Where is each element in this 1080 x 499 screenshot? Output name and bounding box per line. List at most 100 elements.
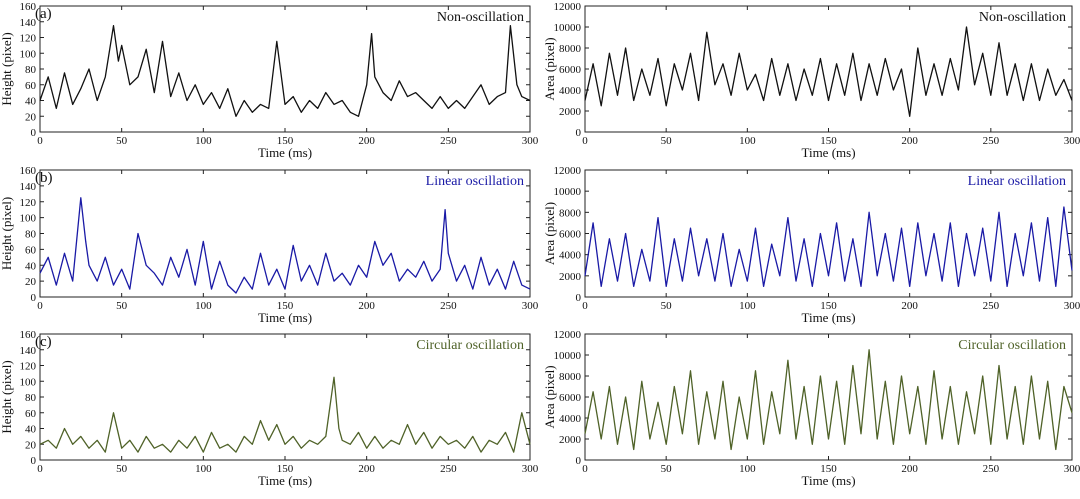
y-tick-label: 120	[20, 197, 37, 209]
y-tick-label: 40	[25, 424, 37, 436]
x-tick-label: 100	[195, 463, 212, 475]
series-label: Non-oscillation	[979, 10, 1066, 25]
y-tick-label: 6000	[559, 64, 582, 76]
x-tick-label: 0	[37, 135, 43, 147]
x-tick-label: 100	[739, 463, 756, 475]
x-tick-label: 50	[661, 300, 673, 312]
series-label: Circular oscillation	[416, 338, 524, 353]
x-tick-label: 300	[1064, 135, 1080, 147]
y-tick-label: 0	[576, 455, 582, 467]
x-tick-label: 150	[820, 463, 837, 475]
x-tick-label: 200	[901, 135, 918, 147]
x-tick-label: 250	[440, 463, 457, 475]
series-label: Linear oscillation	[968, 174, 1066, 189]
y-tick-label: 20	[25, 111, 37, 123]
y-tick-label: 4000	[559, 413, 582, 425]
plot-frame	[584, 5, 1073, 133]
series-label: Linear oscillation	[426, 174, 524, 189]
series-line	[39, 197, 531, 294]
x-tick-label: 300	[522, 300, 539, 312]
y-tick-label: 80	[25, 392, 37, 404]
x-tick-label: 250	[983, 300, 1000, 312]
y-tick-label: 100	[20, 213, 37, 225]
x-tick-label: 50	[116, 300, 128, 312]
x-tick-label: 300	[1064, 300, 1080, 312]
series-line	[39, 25, 531, 117]
x-axis-label: Time (ms)	[801, 145, 855, 160]
series-label: Non-oscillation	[437, 10, 524, 25]
plot-frame	[39, 169, 531, 298]
x-axis-label: Time (ms)	[258, 473, 312, 488]
plot-frame	[584, 169, 1073, 298]
y-tick-label: 4000	[559, 85, 582, 97]
y-tick-label: 20	[25, 276, 37, 288]
x-tick-label: 50	[116, 463, 128, 475]
x-tick-label: 250	[440, 300, 457, 312]
x-tick-label: 0	[37, 300, 43, 312]
x-tick-label: 100	[195, 135, 212, 147]
panel-letter: (a)	[35, 6, 52, 22]
x-tick-label: 150	[820, 135, 837, 147]
panel-letter: (c)	[35, 334, 52, 350]
y-axis-label: Area (pixel)	[542, 365, 557, 428]
x-tick-label: 250	[983, 463, 1000, 475]
x-tick-label: 150	[820, 300, 837, 312]
y-tick-label: 60	[25, 244, 37, 256]
y-tick-label: 60	[25, 408, 37, 420]
y-tick-label: 2000	[559, 434, 582, 446]
y-tick-label: 10000	[554, 22, 582, 34]
x-tick-label: 0	[582, 300, 588, 312]
x-tick-label: 200	[358, 135, 375, 147]
x-tick-label: 150	[277, 135, 294, 147]
y-tick-label: 0	[31, 292, 37, 304]
y-axis-label: Height (pixel)	[0, 360, 14, 433]
x-tick-label: 250	[983, 135, 1000, 147]
y-tick-label: 4000	[559, 250, 582, 262]
y-axis-label: Area (pixel)	[542, 202, 557, 265]
y-tick-label: 160	[20, 1, 37, 13]
x-tick-label: 300	[522, 135, 539, 147]
y-tick-label: 0	[576, 292, 582, 304]
y-tick-label: 140	[20, 181, 37, 193]
x-tick-label: 100	[739, 300, 756, 312]
y-axis-label: Height (pixel)	[0, 197, 14, 270]
y-tick-label: 8000	[559, 43, 582, 55]
x-tick-label: 150	[277, 300, 294, 312]
y-tick-label: 60	[25, 80, 37, 92]
x-tick-label: 300	[522, 463, 539, 475]
y-tick-label: 0	[576, 127, 582, 139]
y-tick-label: 0	[31, 455, 37, 467]
x-tick-label: 50	[661, 463, 673, 475]
y-tick-label: 10000	[554, 350, 582, 362]
x-tick-label: 200	[901, 463, 918, 475]
x-tick-label: 250	[440, 135, 457, 147]
x-axis-label: Time (ms)	[801, 473, 855, 488]
y-tick-label: 12000	[554, 329, 582, 341]
y-tick-label: 6000	[559, 392, 582, 404]
x-tick-label: 0	[582, 463, 588, 475]
series-label: Circular oscillation	[958, 338, 1066, 353]
y-tick-label: 2000	[559, 106, 582, 118]
y-tick-label: 140	[20, 17, 37, 29]
y-tick-label: 12000	[554, 1, 582, 13]
x-tick-label: 50	[116, 135, 128, 147]
y-tick-label: 80	[25, 64, 37, 76]
series-line	[584, 206, 1073, 288]
x-axis-label: Time (ms)	[801, 310, 855, 325]
x-tick-label: 200	[358, 463, 375, 475]
y-tick-label: 160	[20, 165, 37, 177]
x-tick-label: 200	[358, 300, 375, 312]
y-tick-label: 100	[20, 48, 37, 60]
y-tick-label: 20	[25, 439, 37, 451]
y-tick-label: 8000	[559, 207, 582, 219]
x-tick-label: 0	[582, 135, 588, 147]
y-tick-label: 40	[25, 96, 37, 108]
x-tick-label: 150	[277, 463, 294, 475]
y-tick-label: 140	[20, 345, 37, 357]
y-tick-label: 120	[20, 361, 37, 373]
y-tick-label: 6000	[559, 229, 582, 241]
y-tick-label: 2000	[559, 271, 582, 283]
x-tick-label: 50	[661, 135, 673, 147]
